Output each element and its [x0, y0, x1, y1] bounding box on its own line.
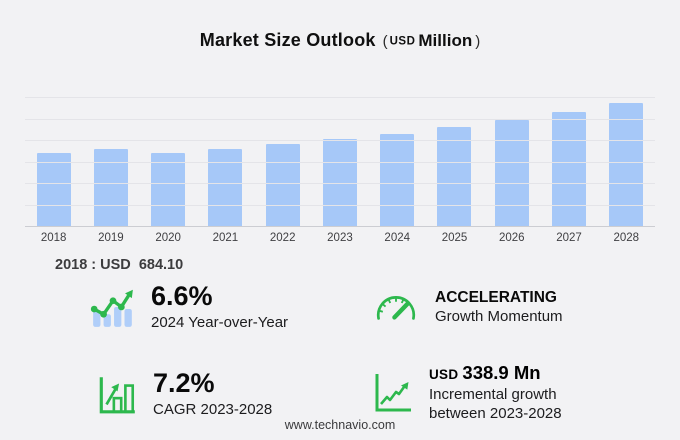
x-tick-2023: 2023: [327, 232, 353, 244]
gridline-1000: [25, 118, 655, 120]
stat-cagr-label: CAGR 2023-2028: [153, 400, 273, 418]
title-paren-open: (: [382, 33, 388, 50]
stat-incremental: USD 338.9 Mn Incremental growth between 2…: [372, 362, 562, 424]
gridline-400: [25, 183, 655, 184]
bar-2022: [265, 144, 300, 227]
x-tick-2026: 2026: [498, 232, 525, 244]
gridline-800: [25, 140, 655, 141]
stat-incremental-currency: USD: [429, 367, 459, 382]
gridline-600: [25, 161, 655, 163]
bars-container: [25, 98, 655, 227]
stat-momentum-label: Growth Momentum: [435, 307, 563, 325]
bar-slot-2024: [369, 98, 426, 227]
bar-slot-2025: [426, 98, 483, 227]
x-tick-2019: 2019: [98, 232, 124, 244]
stat-incremental-label-2: between 2023-2028: [429, 404, 562, 422]
plot-area: [25, 97, 655, 227]
x-tick-2020: 2020: [155, 232, 181, 244]
start-value-annotation: 2018 : USD 684.10: [55, 257, 184, 273]
stat-incremental-value: USD 338.9 Mn: [429, 362, 562, 384]
bar-slot-2018: [25, 98, 82, 227]
chart-title: Market Size Outlook (USD Million): [0, 30, 680, 51]
bar-2025: [437, 126, 472, 227]
bar-slot-2026: [483, 98, 540, 227]
bar-chart-growth-icon: [96, 373, 138, 417]
bar-2020: [151, 153, 186, 227]
bar-slot-2028: [598, 98, 655, 227]
bar-slot-2022: [254, 98, 311, 227]
stat-yoy-label: 2024 Year-over-Year: [151, 313, 289, 331]
combo-chart-up-icon: [90, 287, 136, 329]
title-unit-scale: Million: [418, 31, 473, 50]
bar-slot-2019: [82, 98, 139, 227]
x-tick-2018: 2018: [40, 232, 67, 244]
bar-2027: [552, 111, 587, 227]
footer-url: www.technavio.com: [284, 418, 396, 432]
bar-2024: [380, 133, 415, 227]
x-tick-2025: 2025: [441, 232, 468, 244]
stat-yoy: 6.6% 2024 Year-over-Year: [90, 281, 289, 332]
x-tick-2024: 2024: [384, 232, 411, 244]
stat-yoy-value: 6.6%: [151, 281, 213, 311]
stat-cagr-value: 7.2%: [153, 368, 215, 398]
bar-2026: [494, 119, 529, 227]
x-axis-labels: 2018 2019 2020 2021 2022 2023 2024 2025 2026 2027…: [25, 232, 655, 244]
bar-slot-2023: [311, 98, 368, 227]
bar-slot-2027: [540, 98, 597, 227]
stat-momentum: ACCELERATING Growth Momentum: [372, 288, 563, 328]
gridline-200: [25, 204, 655, 206]
stat-incremental-amount: 338.9 Mn: [462, 362, 541, 383]
x-tick-2021: 2021: [212, 232, 239, 244]
bar-2028: [609, 102, 644, 227]
stat-momentum-value: ACCELERATING: [435, 289, 557, 307]
title-unit-currency: USD: [389, 35, 416, 48]
chart-title-main: Market Size Outlook: [199, 30, 376, 50]
stat-cagr: 7.2% CAGR 2023-2028: [96, 368, 273, 419]
gauge-icon: [372, 288, 420, 328]
gridline-1200: [25, 97, 655, 98]
bar-slot-2020: [140, 98, 197, 227]
gridline-0: [25, 226, 655, 227]
line-growth-icon: [372, 370, 414, 416]
x-tick-2027: 2027: [556, 232, 582, 244]
bar-2018: [36, 153, 71, 227]
bar-slot-2021: [197, 98, 254, 227]
stat-incremental-label-1: Incremental growth: [429, 386, 557, 403]
x-tick-2028: 2028: [613, 232, 640, 244]
x-tick-2022: 2022: [269, 232, 296, 244]
title-paren-close: ): [475, 33, 481, 50]
